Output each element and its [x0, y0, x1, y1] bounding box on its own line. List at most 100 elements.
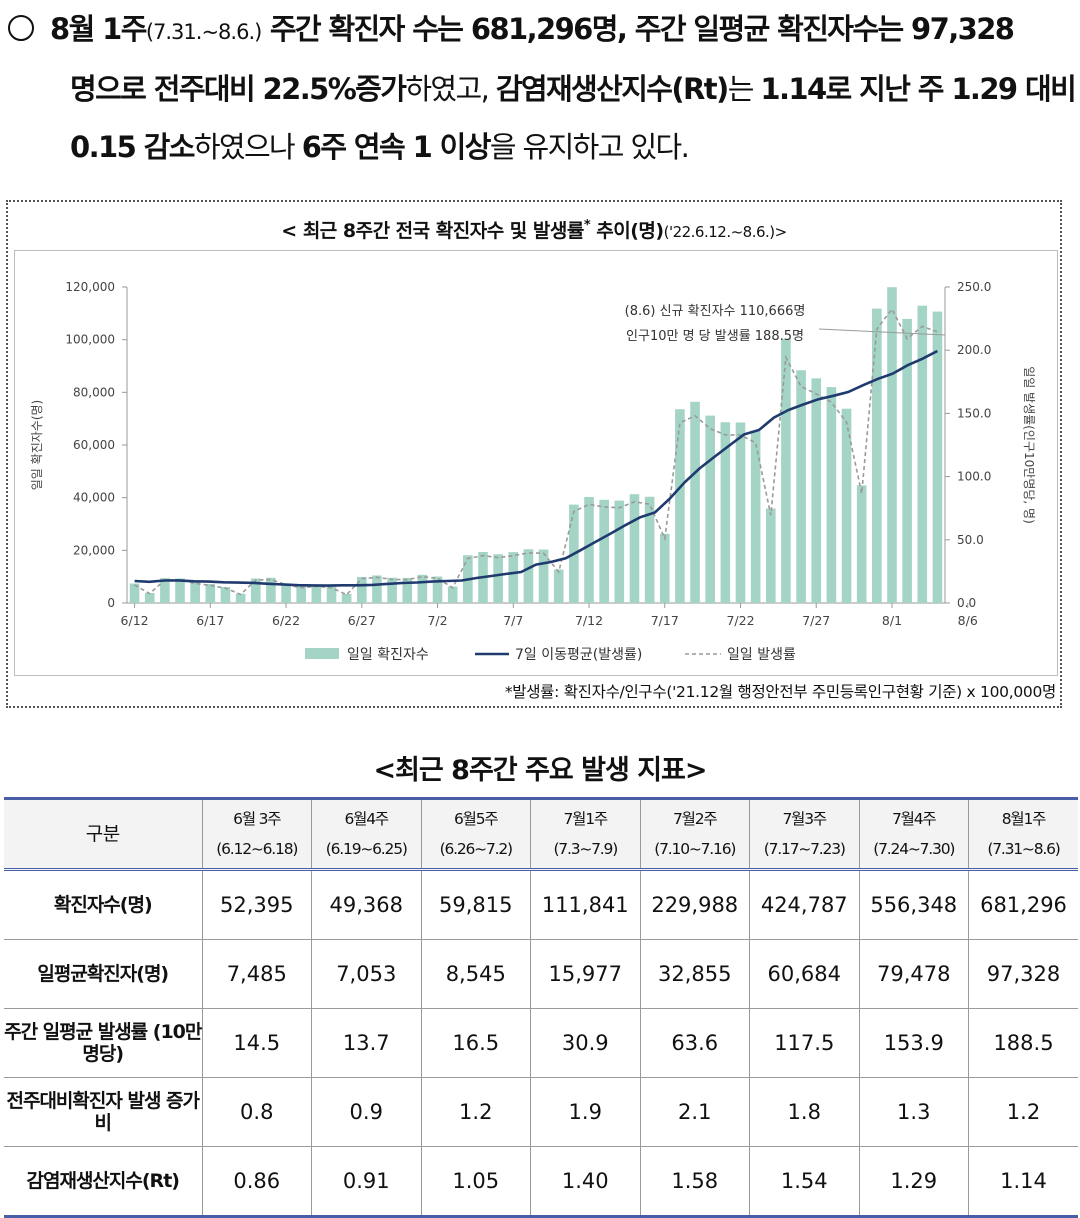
annotation-text: (8.6) 신규 확진자수 110,666명	[625, 304, 806, 319]
table-header-row: 구분 6월 3주 (6.12~6.18) 6월4주 (6.19~6.25) 6월5주 (6…	[4, 797, 1078, 871]
table-row: 일평균확진자(명) 7,485 7,053 8,545 15,977 32,855 60,6…	[4, 939, 1078, 1009]
week-name: 6월4주	[344, 810, 390, 828]
summary-line-1: 8월 1주(7.31.~8.6.) 주간 확진자 수는 681,296명, 주간…	[8, 6, 1015, 48]
y-tick-label: 40,000	[73, 491, 115, 505]
table-cell: 59,815	[420, 869, 531, 940]
summary-text: 감염재생산지수(Rt)	[495, 72, 729, 106]
bar	[311, 585, 322, 603]
y-tick-label: 0	[107, 596, 115, 610]
y-tick-label: 20,000	[73, 543, 115, 557]
bar	[629, 494, 640, 603]
annotation-leader	[818, 328, 946, 336]
row-label: 확진자수(명)	[4, 869, 203, 940]
bar	[917, 305, 928, 603]
legend-swatch-bars	[305, 648, 339, 659]
bar	[887, 287, 897, 603]
bar	[432, 576, 443, 603]
week-header: 7월4주 (7.24~7.30)	[858, 797, 969, 871]
annotation-text: 인구10만 명 당 발생률 188.5명	[626, 329, 804, 344]
bar	[659, 533, 670, 603]
bar	[281, 583, 291, 603]
bar	[720, 422, 731, 603]
y2-tick-label: 200.0	[957, 343, 991, 357]
bar	[402, 577, 413, 603]
x-tick-label: 7/17	[651, 613, 679, 628]
summary-text: 6주 연속 1 이상	[301, 130, 492, 164]
table-cell: 1.54	[749, 1146, 860, 1218]
chart-footnote: *발생률: 확진자수/인구수('21.12월 행정안전부 주민등록인구현황 기준…	[504, 683, 1056, 701]
table-body: 확진자수(명) 52,395 49,368 59,815 111,841 229,988 4…	[4, 869, 1078, 1218]
legend-label: 일일 확진자수	[347, 647, 429, 663]
y2-tick-label: 100.0	[957, 470, 991, 484]
table-cell: 229,988	[639, 869, 750, 940]
bar	[750, 430, 761, 603]
bar	[493, 554, 503, 603]
table-cell: 13.7	[311, 1008, 422, 1078]
table-cell: 15,977	[530, 939, 641, 1009]
table-cell: 8,545	[420, 939, 531, 1009]
legend-label: 일일 발생률	[727, 647, 796, 663]
week-name: 8월1주	[1001, 810, 1047, 828]
table-cell: 2.1	[639, 1077, 750, 1147]
bar	[856, 485, 867, 603]
bar	[296, 586, 307, 603]
bar	[902, 318, 912, 603]
row-label: 주간 일평균 발생률 (10만명당)	[4, 1008, 203, 1078]
summary-text: 1.14	[760, 72, 827, 106]
bar	[508, 552, 519, 603]
chart-title-period: ('22.6.12.~8.6.)>	[663, 223, 788, 241]
table-cell: 1.2	[420, 1077, 531, 1147]
y2-axis-title: 일일 발생률(인구10만명당, 명)	[1022, 366, 1036, 524]
bar	[417, 574, 428, 603]
table-cell: 1.14	[968, 1146, 1078, 1218]
table-cell: 1.29	[858, 1146, 969, 1218]
y-axis-title: 일일 확진자수(명)	[30, 400, 44, 490]
x-tick-label: 7/2	[427, 613, 447, 628]
table-cell: 1.40	[530, 1146, 641, 1218]
row-label: 일평균확진자(명)	[4, 939, 203, 1009]
bar	[205, 584, 216, 603]
bar	[614, 500, 625, 603]
bar	[326, 586, 337, 603]
table-cell: 1.05	[420, 1146, 531, 1218]
table-cell: 7,053	[311, 939, 422, 1009]
bar	[447, 586, 458, 603]
table-cell: 14.5	[201, 1008, 312, 1078]
table-cell: 117.5	[749, 1008, 860, 1078]
bar	[553, 569, 564, 603]
x-tick-label: 6/22	[272, 613, 300, 628]
summary-text: 0.15 감소	[70, 130, 195, 164]
moving-average-line	[134, 349, 939, 587]
y-tick-label: 80,000	[73, 385, 115, 399]
bar	[705, 415, 716, 603]
table-cell: 188.5	[968, 1008, 1078, 1078]
week-range: (6.19~6.25)	[325, 840, 408, 858]
row-label: 전주대비확진자 발생 증가비	[4, 1077, 203, 1147]
table-cell: 16.5	[420, 1008, 531, 1078]
week-header: 8월1주 (7.31~8.6)	[968, 797, 1078, 871]
bar	[675, 409, 685, 603]
table-cell: 1.8	[749, 1077, 860, 1147]
table-cell: 681,296	[968, 869, 1078, 940]
table-cell: 0.86	[201, 1146, 312, 1218]
summary-text: 로 지난 주 1.29 대비	[825, 72, 1077, 106]
bar	[220, 587, 231, 603]
legend-label: 7일 이동평균(발생률)	[515, 647, 642, 663]
table-title: <최근 8주간 주요 발생 지표>	[373, 755, 707, 786]
y-tick-label: 60,000	[73, 438, 115, 452]
y-tick-label: 100,000	[65, 333, 115, 347]
bar	[523, 549, 534, 603]
table-cell: 111,841	[530, 869, 641, 940]
x-tick-label: 6/17	[196, 613, 224, 628]
summary-text: 주간 확진자 수는 681,296명, 주간 일평균 확진자수는 97,328	[261, 12, 1015, 46]
row-label: 감염재생산지수(Rt)	[4, 1146, 203, 1218]
summary-line-2: 명으로 전주대비 22.5%증가하였고, 감염재생산지수(Rt)는 1.14로 …	[70, 66, 1077, 108]
x-tick-label: 8/1	[882, 613, 902, 628]
bar	[796, 370, 806, 603]
bar	[841, 408, 852, 603]
bar	[826, 387, 837, 603]
summary-line-3: 0.15 감소하였으나 6주 연속 1 이상을 유지하고 있다.	[70, 124, 690, 166]
week-range: (6.26~7.2)	[439, 840, 513, 858]
bar	[144, 592, 155, 603]
chart-panel: < 최근 8주간 전국 확진자수 및 발생률* 추이(명)('22.6.12.~…	[6, 200, 1062, 708]
